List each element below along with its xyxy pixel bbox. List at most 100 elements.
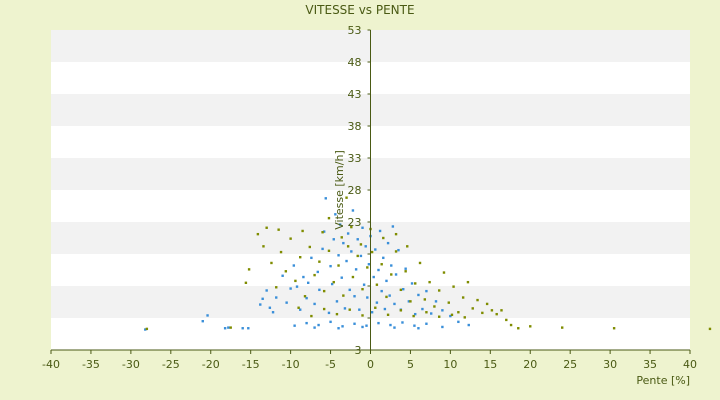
data-point bbox=[306, 281, 310, 284]
data-point bbox=[247, 268, 251, 271]
y-tick-label: 23 bbox=[348, 216, 362, 229]
data-point bbox=[390, 273, 393, 276]
data-point bbox=[412, 314, 415, 318]
data-point bbox=[337, 254, 340, 257]
data-point bbox=[425, 322, 428, 325]
data-point bbox=[386, 241, 390, 245]
data-point bbox=[335, 312, 339, 316]
data-point bbox=[332, 280, 335, 284]
data-point bbox=[393, 326, 396, 329]
data-point bbox=[265, 226, 268, 229]
x-tick-label: 5 bbox=[407, 358, 414, 371]
y-tick-label: 33 bbox=[348, 152, 362, 165]
data-point bbox=[449, 314, 452, 318]
data-point bbox=[365, 324, 368, 327]
data-point bbox=[337, 327, 340, 330]
x-axis-label: Pente [%] bbox=[636, 374, 690, 387]
data-point bbox=[375, 283, 379, 286]
data-point bbox=[367, 263, 371, 266]
data-point bbox=[313, 273, 316, 277]
data-point bbox=[390, 264, 393, 267]
data-point bbox=[490, 309, 494, 312]
data-point bbox=[342, 294, 345, 297]
data-point bbox=[285, 301, 288, 304]
data-point bbox=[417, 293, 420, 297]
data-point bbox=[301, 229, 304, 233]
data-point bbox=[425, 311, 428, 314]
data-point bbox=[341, 325, 344, 328]
data-point bbox=[329, 264, 332, 268]
data-point bbox=[310, 314, 313, 318]
data-point bbox=[299, 308, 302, 311]
data-point bbox=[437, 315, 441, 318]
data-point bbox=[375, 301, 379, 304]
data-point bbox=[279, 250, 283, 254]
data-point bbox=[338, 223, 342, 226]
data-point bbox=[332, 238, 335, 241]
data-point bbox=[327, 249, 331, 252]
data-point bbox=[289, 237, 292, 240]
chart-title: VITESSE vs PENTE bbox=[305, 3, 414, 17]
y-tick-label: 38 bbox=[348, 120, 362, 133]
data-point bbox=[370, 311, 374, 314]
data-point bbox=[441, 309, 444, 312]
data-point bbox=[361, 226, 364, 229]
data-point bbox=[299, 256, 302, 259]
data-point bbox=[345, 196, 348, 199]
x-axis-ticks: -40 -35 -30 -25 -20 -15 -10 -5 0 5 10 15 20 25 30 35 40 bbox=[42, 350, 697, 371]
data-point bbox=[463, 316, 466, 319]
data-point bbox=[340, 276, 343, 279]
x-tick-label: -25 bbox=[162, 358, 180, 371]
data-point bbox=[393, 302, 396, 306]
data-point bbox=[322, 307, 326, 311]
data-point bbox=[316, 270, 319, 274]
data-point bbox=[457, 311, 460, 314]
data-point bbox=[348, 308, 351, 311]
data-point bbox=[529, 325, 532, 328]
data-point bbox=[308, 245, 311, 249]
data-point bbox=[358, 308, 361, 311]
data-point bbox=[466, 280, 470, 284]
data-point bbox=[223, 327, 227, 330]
data-point bbox=[447, 301, 450, 304]
data-point bbox=[201, 320, 204, 323]
data-point bbox=[404, 270, 407, 273]
data-point bbox=[322, 230, 326, 233]
data-point bbox=[297, 306, 300, 309]
data-point bbox=[281, 274, 284, 277]
data-point bbox=[256, 232, 260, 236]
data-point bbox=[378, 229, 382, 233]
x-tick-label: 15 bbox=[483, 358, 497, 371]
x-tick-label: 30 bbox=[603, 358, 617, 371]
data-point bbox=[708, 327, 712, 331]
data-point bbox=[382, 256, 385, 260]
data-point bbox=[414, 282, 417, 285]
data-point bbox=[350, 225, 353, 229]
data-point bbox=[351, 275, 355, 279]
data-point bbox=[407, 300, 411, 303]
data-point bbox=[471, 307, 474, 310]
data-point bbox=[330, 282, 334, 286]
data-point bbox=[265, 289, 268, 292]
data-point bbox=[437, 289, 441, 292]
data-point bbox=[394, 250, 398, 253]
y-axis-label: Vitesse [km/h] bbox=[333, 150, 346, 230]
y-tick-label: 53 bbox=[348, 24, 362, 37]
data-point bbox=[353, 295, 356, 298]
data-point bbox=[418, 261, 422, 265]
series-points bbox=[144, 196, 712, 331]
data-point bbox=[227, 326, 230, 329]
data-point bbox=[292, 264, 296, 267]
data-point bbox=[374, 306, 377, 309]
data-point bbox=[380, 263, 383, 266]
x-tick-label: 20 bbox=[523, 358, 537, 371]
data-point bbox=[377, 321, 380, 325]
x-tick-label: -35 bbox=[82, 358, 100, 371]
data-point bbox=[294, 279, 297, 283]
data-point bbox=[346, 245, 350, 248]
data-point bbox=[423, 298, 427, 301]
data-point bbox=[361, 314, 364, 317]
data-point bbox=[261, 297, 264, 300]
data-point bbox=[394, 232, 398, 236]
